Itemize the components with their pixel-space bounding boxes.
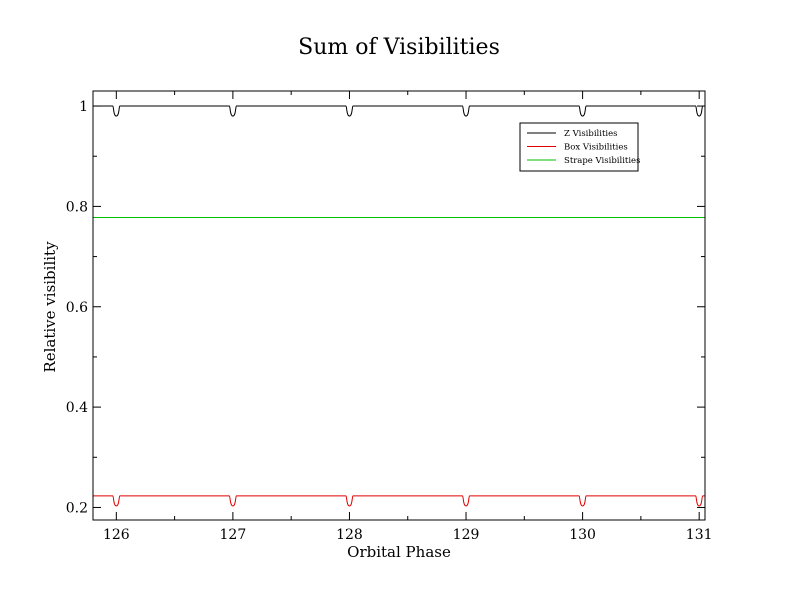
y-tick-label: 0.8: [66, 199, 88, 215]
plot-area: 126 127 128 129 130 131 0.2 0.4 0.6 0.8 1: [66, 90, 713, 543]
legend-label: Z Visibilities: [564, 129, 618, 139]
x-tick-label: 126: [103, 527, 130, 543]
legend-label: Box Visibilities: [564, 143, 628, 153]
x-tick-label: 127: [220, 527, 247, 543]
plot-frame: [92, 90, 706, 521]
x-tick-label: 131: [686, 527, 713, 543]
legend-items: Z Visibilities Box Visibilities Strape Vis…: [527, 129, 640, 166]
x-tick-label: 130: [569, 527, 596, 543]
y-tick-label: 1: [79, 99, 88, 115]
series-line-z-visibilities: [93, 105, 705, 117]
x-axis-label: Orbital Phase: [347, 543, 451, 561]
series-layer: [93, 105, 705, 507]
y-tick-label: 0.2: [66, 500, 88, 516]
chart-title: Sum of Visibilities: [298, 35, 500, 60]
x-tick-label: 129: [453, 527, 480, 543]
ticks-layer: 126 127 128 129 130 131 0.2 0.4 0.6 0.8 1: [66, 91, 713, 543]
x-tick-label: 128: [336, 527, 363, 543]
y-tick-label: 0.4: [66, 400, 88, 416]
y-axis-label: Relative visibility: [41, 241, 59, 373]
series-line-box-visibilities: [93, 495, 705, 507]
legend-label: Strape Visibilities: [564, 156, 640, 166]
legend: Z Visibilities Box Visibilities Strape Vis…: [519, 122, 640, 172]
y-tick-label: 0.6: [66, 300, 88, 316]
